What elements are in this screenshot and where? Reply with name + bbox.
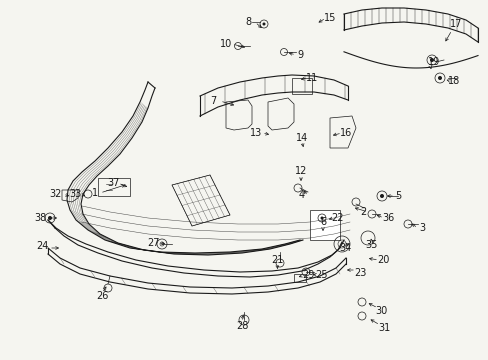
Text: 10: 10 xyxy=(220,39,232,49)
Text: 28: 28 xyxy=(235,321,248,331)
Text: 15: 15 xyxy=(323,13,336,23)
Text: 22: 22 xyxy=(331,213,344,223)
Text: 11: 11 xyxy=(305,73,318,83)
Text: 25: 25 xyxy=(315,270,327,280)
Text: 26: 26 xyxy=(96,291,108,301)
Text: 7: 7 xyxy=(209,96,216,106)
Text: 33: 33 xyxy=(69,189,81,199)
Circle shape xyxy=(379,194,383,198)
Text: 19: 19 xyxy=(427,57,439,67)
Circle shape xyxy=(320,216,323,220)
Text: 32: 32 xyxy=(50,189,62,199)
Text: 34: 34 xyxy=(338,243,350,253)
Text: 18: 18 xyxy=(447,76,459,86)
Text: 35: 35 xyxy=(365,240,377,250)
Text: 6: 6 xyxy=(319,217,325,227)
Text: 21: 21 xyxy=(270,255,283,265)
Text: 13: 13 xyxy=(249,128,262,138)
Text: 14: 14 xyxy=(295,133,307,143)
Text: 4: 4 xyxy=(298,190,305,200)
Text: 24: 24 xyxy=(36,241,48,251)
Circle shape xyxy=(48,216,52,220)
Text: 27: 27 xyxy=(146,238,159,248)
Text: 38: 38 xyxy=(34,213,46,223)
Text: 12: 12 xyxy=(294,166,306,176)
Text: 20: 20 xyxy=(376,255,388,265)
Text: 23: 23 xyxy=(353,268,366,278)
Text: 16: 16 xyxy=(339,128,351,138)
Text: 31: 31 xyxy=(377,323,389,333)
Text: 3: 3 xyxy=(418,223,424,233)
Text: 2: 2 xyxy=(359,207,366,217)
Text: 5: 5 xyxy=(394,191,400,201)
Circle shape xyxy=(429,58,433,62)
Text: 9: 9 xyxy=(296,50,303,60)
Circle shape xyxy=(437,76,441,80)
Text: 29: 29 xyxy=(301,270,314,280)
Text: 30: 30 xyxy=(374,306,386,316)
Text: 8: 8 xyxy=(244,17,250,27)
Circle shape xyxy=(262,22,265,26)
Text: 37: 37 xyxy=(106,178,119,188)
Polygon shape xyxy=(309,210,339,240)
Text: 17: 17 xyxy=(449,19,461,29)
Text: 36: 36 xyxy=(381,213,393,223)
Text: 1: 1 xyxy=(92,188,98,198)
